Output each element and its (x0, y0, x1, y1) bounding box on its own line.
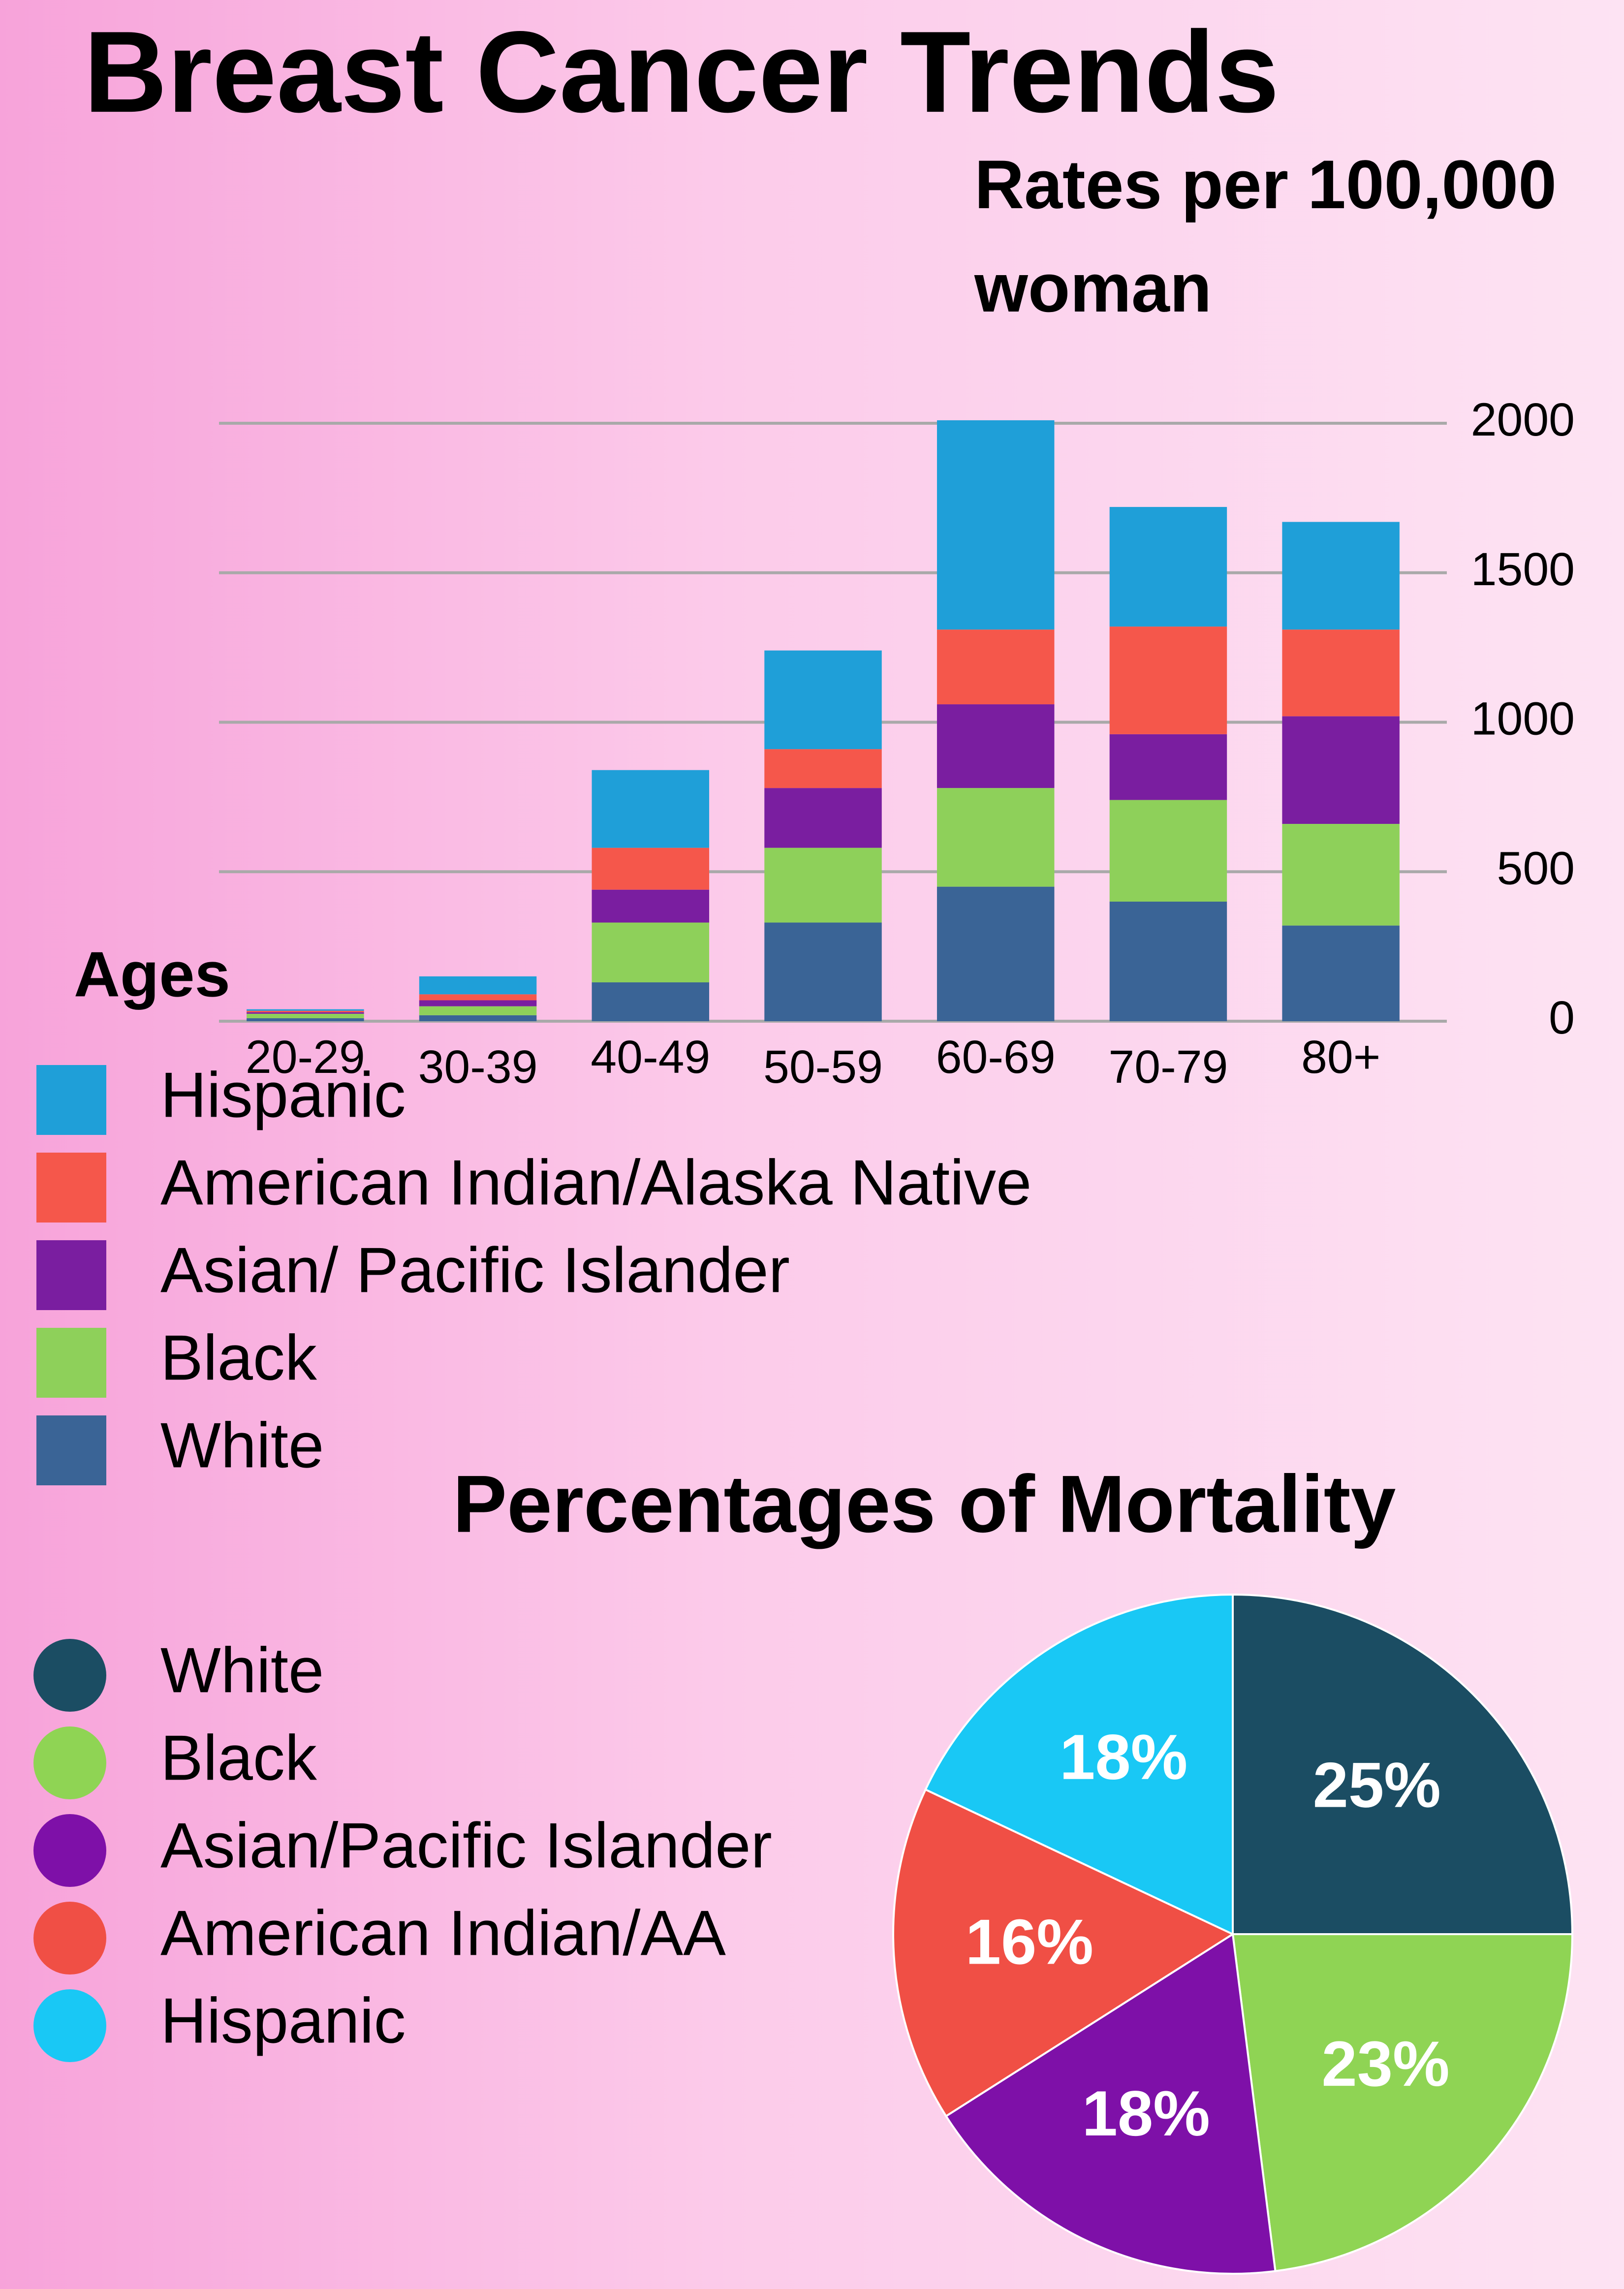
bar-segment (419, 1006, 537, 1015)
legend-label: Hispanic (160, 1984, 406, 2056)
bar-segment (1282, 824, 1400, 926)
bar-segment (419, 994, 537, 1001)
pie-slice (1232, 1593, 1574, 1935)
bar-segment (419, 1000, 537, 1006)
bar-segment (1109, 627, 1227, 734)
legend-swatch (36, 1415, 106, 1485)
x-tick-label: 80+ (1301, 1031, 1380, 1083)
chart-subtitle: Rates per 100,000 woman (974, 146, 1557, 326)
legend-label: Black (160, 1722, 317, 1793)
legend-swatch (33, 1639, 106, 1712)
legend-swatch (33, 1726, 106, 1799)
x-tick-label: 60-69 (936, 1031, 1056, 1083)
legend-label: White (160, 1634, 324, 1706)
bar-segment (1282, 522, 1400, 630)
bar-segment (764, 650, 882, 750)
bar-segment (937, 788, 1055, 887)
pie-slice (1231, 1933, 1574, 2272)
data-label: 23% (1321, 2028, 1449, 2100)
bar-segment (592, 770, 710, 848)
bar-segment (247, 1012, 364, 1014)
legend-swatch (33, 1902, 106, 1975)
pie-slice (924, 1593, 1234, 1936)
legend-label: Asian/Pacific Islander (160, 1809, 772, 1881)
pie-slice (944, 1932, 1277, 2275)
bar-segment (592, 922, 710, 983)
legend-label: Asian/ Pacific Islander (160, 1234, 790, 1306)
x-axis-title: Ages (74, 938, 230, 1010)
bar-segment (937, 704, 1055, 788)
bar-segment (764, 788, 882, 848)
legend-swatch (36, 1065, 106, 1135)
bar-segment (247, 1009, 364, 1011)
legend-label: American Indian/Alaska Native (160, 1146, 1031, 1218)
bar-segment (764, 749, 882, 788)
bar-segment (1109, 800, 1227, 902)
bar-segment (937, 886, 1055, 1021)
chart-title: Breast Cancer Trends (84, 7, 1279, 136)
y-tick-label: 1000 (1471, 693, 1575, 745)
bar-segment (247, 1018, 364, 1021)
bar-segment (419, 1015, 537, 1021)
legend-swatch (36, 1153, 106, 1223)
bar-segment (937, 629, 1055, 705)
bar-segment (1109, 902, 1227, 1021)
legend-swatch (36, 1328, 106, 1398)
bar-segment (247, 1010, 364, 1012)
y-tick-label: 1500 (1471, 543, 1575, 596)
bar-segment (1282, 629, 1400, 717)
chart-title: Percentages of Mortality (453, 1459, 1396, 1549)
bar-segment (592, 847, 710, 890)
data-label: 16% (966, 1906, 1093, 1977)
bar-segment (419, 976, 537, 995)
x-tick-label: 40-49 (591, 1031, 710, 1083)
y-tick-label: 2000 (1471, 394, 1575, 446)
bar-segment (1109, 507, 1227, 627)
legend-swatch (33, 1989, 106, 2062)
bar-segment (1282, 716, 1400, 824)
bar-segment (592, 889, 710, 923)
bar-segment (1282, 925, 1400, 1021)
data-label: 18% (1060, 1721, 1187, 1793)
data-label: 25% (1313, 1749, 1441, 1821)
bar-segment (247, 1013, 364, 1018)
legend-label: Black (160, 1321, 317, 1393)
bar-segment (1109, 734, 1227, 800)
x-tick-label: 70-79 (1108, 1041, 1228, 1093)
legend-label: White (160, 1409, 324, 1481)
legend-label: Hispanic (160, 1059, 406, 1130)
x-tick-label: 50-59 (763, 1041, 883, 1093)
x-tick-label: 20-29 (246, 1031, 365, 1083)
legend-swatch (36, 1240, 106, 1310)
y-tick-label: 0 (1549, 992, 1575, 1044)
bar-segment (937, 420, 1055, 630)
bar-segment (764, 922, 882, 1021)
pie-slice (892, 1788, 1235, 2118)
legend-swatch (33, 1814, 106, 1887)
y-tick-label: 500 (1497, 842, 1575, 894)
data-label: 18% (1082, 2077, 1210, 2149)
legend-label: American Indian/AA (160, 1897, 726, 1969)
x-tick-label: 30-39 (418, 1041, 538, 1093)
bar-segment (592, 982, 710, 1021)
bar-segment (764, 847, 882, 923)
